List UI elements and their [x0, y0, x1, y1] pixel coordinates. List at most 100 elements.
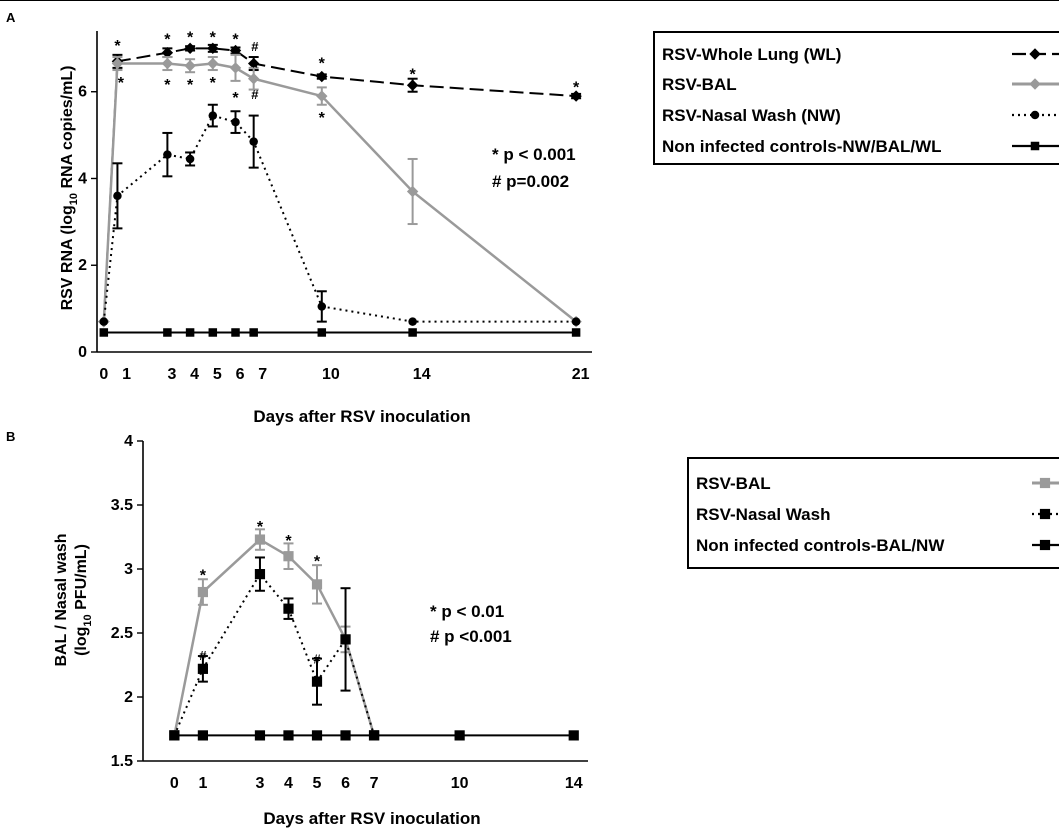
- panel-b-data-point: [254, 569, 266, 580]
- panel-b-x-tick-label: 10: [451, 775, 469, 792]
- panel-b-data-point: [311, 579, 323, 590]
- panel-a-annotation: *: [410, 66, 417, 83]
- panel-b-annotation: #: [199, 648, 207, 663]
- panel-a-y-tick-label: 0: [78, 344, 87, 361]
- panel-a-data-point: [99, 328, 109, 337]
- panel-a-data-point: [317, 302, 327, 311]
- panel-a-series-1-line: [102, 62, 577, 323]
- panel-a-data-point: [208, 328, 218, 337]
- panel-a-data-point: [207, 57, 219, 70]
- panel-a-data-point: [184, 42, 196, 55]
- panel-a-x-tick-label: 6: [236, 366, 245, 383]
- panel-b-data-point: [340, 730, 351, 741]
- panel-a-legend-label-controls: Non infected controls-NW/BAL/WL: [662, 137, 942, 156]
- panel-b-x-tick-label: 6: [341, 775, 350, 792]
- panel-b-x-tick-label: 4: [284, 775, 293, 792]
- panel-b-y-tick-label: 4: [124, 433, 133, 450]
- panel-a-annotation: *: [210, 75, 217, 92]
- panel-b-legend-label-nw: RSV-Nasal Wash: [696, 505, 830, 524]
- panel-b-stat-note-2: # p <0.001: [430, 627, 512, 646]
- panel-a-data-point: [208, 111, 218, 120]
- panel-a-annotation: *: [210, 30, 217, 47]
- panel-a-data-point: [247, 73, 260, 85]
- panel-b-data-point: [283, 730, 294, 741]
- panel-b-legend-label-controls: Non infected controls-BAL/NW: [696, 536, 945, 555]
- panel-b-stat-note-1: * p < 0.01: [430, 602, 504, 621]
- panel-a-annotation: *: [187, 30, 194, 47]
- panel-b-x-tick-label: 1: [198, 775, 207, 792]
- panel-b-y-tick-label: 2.5: [111, 625, 133, 642]
- panel-a-stat-note-2: # p=0.002: [492, 172, 569, 191]
- panel-b-data-point: [197, 586, 209, 598]
- panel-b-data-point: [197, 730, 209, 741]
- panel-a-label: A: [6, 10, 16, 25]
- panel-b-data-point: [283, 603, 294, 614]
- panel-a-data-point: [249, 137, 258, 146]
- panel-a-legend: RSV-Whole Lung (WL) RSV-BAL RSV-Nasal Wa…: [653, 31, 1059, 165]
- panel-a-data-point: [184, 59, 196, 72]
- panel-a-data-point: [570, 90, 582, 102]
- panel-a-data-point: [406, 185, 419, 198]
- panel-b-y-tick-label: 2: [124, 689, 133, 706]
- panel-a-stat-note-1: * p < 0.001: [492, 145, 576, 164]
- panel-b-x-axis-label: Days after RSV inoculation: [263, 809, 480, 828]
- panel-a-series-0-line: [102, 47, 577, 322]
- panel-a-annotation: *: [319, 110, 326, 127]
- panel-a-x-tick-label: 14: [413, 366, 431, 383]
- panel-b-x-tick-label: 7: [370, 775, 379, 792]
- panel-b-annotation: *: [314, 553, 321, 570]
- panel-a-data-point: [185, 154, 195, 164]
- panel-a-annotation: *: [573, 79, 580, 96]
- panel-a-annotation: #: [251, 87, 259, 102]
- panel-a-data-point: [249, 328, 258, 337]
- panel-a-data-point: [161, 57, 174, 70]
- panel-a-data-point: [163, 150, 172, 159]
- panel-a-data-point: [207, 42, 219, 55]
- panel-b-legend-swatch-marker: [1039, 539, 1051, 551]
- panel-a-legend-label-wl: RSV-Whole Lung (WL): [662, 45, 841, 64]
- panel-a-x-tick-label: 1: [122, 366, 131, 383]
- panel-b-annotation: #: [313, 652, 321, 667]
- panel-a-data-point: [408, 317, 417, 326]
- panel-a-annotation: *: [252, 60, 259, 77]
- panel-a-y-tick-label: 2: [78, 257, 87, 274]
- panel-b-y-tick-label: 1.5: [111, 753, 133, 770]
- panel-b-y-axis-label-line2: (log10 PFU/mL): [73, 544, 94, 656]
- panel-a-y-axis-label: RSV RNA (log10 RNA copies/mL): [59, 66, 80, 311]
- panel-b: B BAL / Nasal wash (log10 PFU/mL) Days a…: [6, 429, 1059, 828]
- panel-a-y-tick-label: 6: [78, 84, 87, 101]
- panel-a-data-point: [316, 90, 328, 102]
- panel-a-annotation: *: [114, 38, 121, 55]
- panel-a-data-point: [316, 70, 328, 83]
- panel-b-y-tick-label: 3: [124, 561, 133, 578]
- panel-a-legend-swatch-marker: [1030, 141, 1040, 151]
- panel-a-data-point: [571, 317, 581, 326]
- panel-a-x-tick-label: 21: [572, 366, 590, 383]
- panel-b-x-tick-label: 0: [170, 775, 179, 792]
- panel-b-series-2: [169, 730, 579, 741]
- panel-b-data-point: [283, 551, 294, 562]
- panel-b-data-point: [568, 730, 579, 741]
- panel-a-x-tick-label: 7: [258, 366, 267, 383]
- panel-b-annotation: *: [257, 519, 264, 536]
- panel-b-legend-swatch-marker: [1039, 508, 1051, 520]
- panel-a-data-point: [163, 328, 172, 337]
- panel-b-data-point: [368, 730, 380, 741]
- panel-a-data-point: [231, 328, 240, 337]
- panel-a-data-point: [408, 328, 417, 337]
- panel-a-series-2: [99, 103, 581, 326]
- panel-a-legend-label-bal: RSV-BAL: [662, 75, 737, 94]
- panel-b-annotation: *: [285, 533, 292, 550]
- panel-a-annotation: *: [232, 90, 239, 107]
- panel-a-x-tick-label: 3: [167, 366, 176, 383]
- panel-a-legend-swatch-marker: [1030, 110, 1040, 120]
- panel-a-annotation: *: [232, 32, 239, 49]
- panel-a-series-3: [99, 328, 581, 337]
- panel-a: A RSV RNA (log10 RNA copies/mL) Days aft…: [6, 10, 1059, 426]
- panel-b-legend: RSV-BAL RSV-Nasal Wash Non infected cont…: [687, 457, 1059, 569]
- panel-a-y-tick-label: 4: [78, 170, 87, 187]
- panel-a-legend-box: [653, 31, 1059, 165]
- panel-b-data-point: [311, 676, 323, 687]
- panel-b-data-point: [340, 634, 351, 645]
- panel-a-x-tick-label: 0: [99, 366, 108, 383]
